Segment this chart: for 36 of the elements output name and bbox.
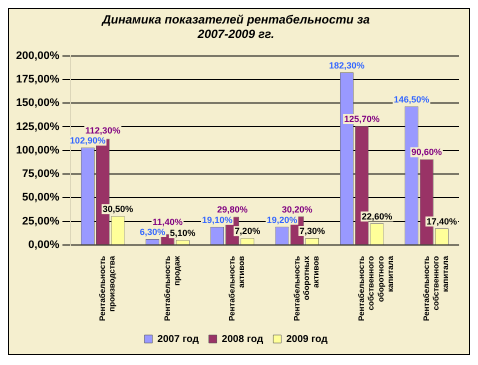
x-tick-label: Рентабельность производства (98, 255, 117, 322)
data-label: 7,30% (299, 226, 325, 236)
y-tick-label: 175,00% (16, 73, 60, 86)
data-label: 29,80% (217, 204, 248, 215)
y-tick-label: 125,00% (16, 120, 60, 133)
data-label: 30,20% (282, 204, 312, 214)
y-tick-label: 50,00% (22, 192, 60, 204)
data-label: 6,30% (140, 226, 166, 237)
x-tick-label: Рентабельность оборотных активов (292, 255, 320, 322)
legend-label: 2009 год (286, 334, 328, 345)
data-label: 182,30% (328, 60, 365, 71)
data-label: 17,40% (426, 216, 457, 226)
chart-title: Динамика показателей рентабельности за 2007-2009 гг. (101, 12, 370, 41)
data-label: 90,60% (411, 147, 442, 158)
y-tick-label: 25,00% (22, 215, 60, 228)
data-label: 19,10% (202, 214, 232, 225)
x-tick-label: Рентабельность собственного оборотного капитала (357, 255, 395, 322)
legend-label: 2008 год (222, 334, 264, 345)
data-label: 19,20% (266, 214, 298, 225)
data-label: 7,20% (234, 226, 260, 236)
y-tick-label: 75,00% (22, 168, 60, 180)
x-tick-label: Рентабельность продаж (162, 256, 182, 322)
data-label: 30,50% (102, 204, 134, 214)
y-tick-label: 0,00% (28, 238, 60, 251)
data-label: 112,30% (85, 126, 120, 136)
y-tick-label: 150,00% (16, 97, 60, 110)
y-tick-label: 100,00% (16, 144, 60, 156)
data-label: 146,50% (394, 94, 430, 104)
data-label: 102,90% (70, 136, 106, 146)
data-label: 5,10% (170, 228, 196, 238)
legend-label: 2007 год (157, 334, 200, 345)
data-label: 22,60% (362, 212, 392, 222)
data-label: 11,40% (152, 216, 183, 227)
data-label: 125,70% (344, 114, 380, 124)
y-tick-label: 200,00% (16, 50, 60, 62)
x-tick-label: Рентабельность активов (228, 256, 246, 322)
